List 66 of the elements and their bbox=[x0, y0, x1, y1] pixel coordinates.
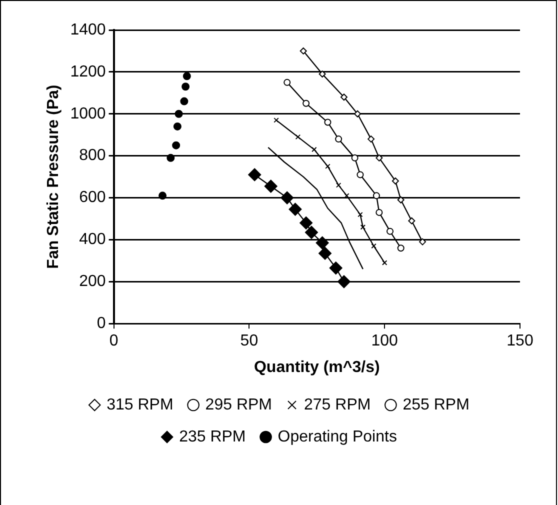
legend-label: Operating Points bbox=[278, 428, 397, 446]
point bbox=[300, 47, 307, 54]
point bbox=[166, 154, 175, 162]
point bbox=[397, 244, 404, 252]
point bbox=[182, 72, 191, 80]
point bbox=[354, 110, 362, 118]
point bbox=[318, 246, 332, 260]
y-tick-label: 0 bbox=[96, 315, 106, 332]
point bbox=[174, 110, 183, 118]
point bbox=[371, 243, 376, 249]
point bbox=[372, 192, 380, 200]
point bbox=[264, 180, 278, 193]
point bbox=[248, 168, 262, 182]
legend-label: 315 RPM bbox=[106, 396, 174, 414]
point bbox=[300, 216, 313, 230]
point bbox=[376, 208, 383, 216]
point bbox=[302, 100, 310, 107]
y-tick-label: 200 bbox=[79, 273, 106, 290]
y-tick-label: 800 bbox=[79, 147, 106, 164]
point bbox=[318, 70, 326, 78]
x-tick-label: 0 bbox=[109, 332, 118, 350]
point bbox=[288, 202, 302, 216]
point bbox=[408, 217, 416, 224]
point bbox=[172, 141, 180, 150]
x-tick-label: 100 bbox=[371, 332, 398, 350]
point bbox=[312, 146, 317, 152]
y-tick-label: 1200 bbox=[70, 63, 106, 80]
point bbox=[340, 94, 348, 101]
point bbox=[280, 191, 294, 204]
point bbox=[158, 192, 167, 200]
y-tick-label: 1400 bbox=[70, 21, 106, 38]
point bbox=[316, 236, 329, 250]
y-axis-title: Fan Static Pressure (Pa) bbox=[45, 84, 62, 269]
point bbox=[419, 238, 426, 246]
point bbox=[336, 182, 342, 188]
point bbox=[284, 78, 291, 86]
point bbox=[173, 122, 182, 130]
x-tick-label: 50 bbox=[240, 332, 258, 350]
legend-label: 255 RPM bbox=[402, 396, 470, 414]
point bbox=[324, 118, 332, 126]
point bbox=[397, 196, 404, 204]
point bbox=[360, 224, 366, 230]
point bbox=[382, 260, 388, 266]
point bbox=[376, 154, 383, 162]
point bbox=[335, 136, 342, 143]
point bbox=[180, 97, 188, 106]
y-tick-label: 600 bbox=[79, 189, 106, 206]
point bbox=[295, 134, 301, 140]
point bbox=[329, 262, 342, 275]
point bbox=[392, 177, 399, 184]
point bbox=[386, 228, 394, 235]
x-tick-label: 150 bbox=[506, 332, 534, 350]
point bbox=[337, 275, 350, 288]
point bbox=[182, 82, 190, 91]
point bbox=[368, 136, 375, 143]
point bbox=[356, 171, 364, 178]
point bbox=[325, 164, 330, 169]
legend-label: 275 RPM bbox=[304, 396, 371, 414]
y-tick-label: 1000 bbox=[70, 105, 106, 122]
x-axis-title: Quantity (m^3/s) bbox=[254, 358, 380, 376]
legend-label: 235 RPM bbox=[179, 428, 246, 446]
point bbox=[304, 226, 318, 239]
point bbox=[358, 212, 363, 218]
y-tick-label: 400 bbox=[79, 231, 106, 248]
legend-label: 295 RPM bbox=[205, 396, 272, 414]
point bbox=[351, 154, 358, 162]
